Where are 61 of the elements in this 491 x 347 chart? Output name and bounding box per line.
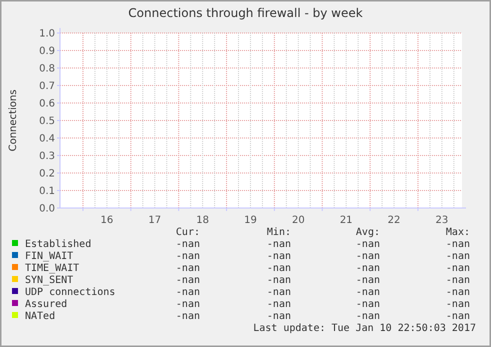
text: -nan (176, 251, 200, 262)
text: -nan (176, 311, 200, 322)
y-tick-label: 0.4 (39, 134, 55, 144)
x-tick-label: 21 (340, 215, 353, 226)
text: -nan (446, 275, 470, 286)
text: -nan (266, 287, 291, 298)
y-tick-label: 0.3 (39, 151, 55, 162)
y-tick-label: 1.0 (39, 28, 55, 40)
y-tick-label: 0.7 (39, 81, 55, 92)
x-tick-label: 19 (244, 215, 257, 226)
text: -nan (446, 299, 470, 310)
text: -nan (266, 239, 291, 250)
y-tick-label: 0.2 (39, 168, 55, 180)
x-tick-label: 18 (196, 215, 209, 226)
legend-label: NATed (25, 311, 56, 322)
text: -nan (266, 251, 291, 262)
x-tick-label: 20 (292, 215, 305, 226)
text: -nan (266, 299, 291, 310)
text: -nan (356, 287, 380, 298)
legend-label: Assured (25, 299, 68, 310)
text: -nan (176, 239, 200, 250)
y-tick-label: 0.9 (39, 46, 55, 57)
legend-label: TIME_WAIT (25, 263, 80, 274)
text: -nan (356, 299, 380, 310)
y-tick-label: 0.0 (39, 204, 55, 214)
text: -nan (356, 275, 380, 286)
y-axis-title: Connections (8, 90, 19, 152)
legend-label: FIN_WAIT (25, 251, 74, 262)
y-tick-label: 0.5 (39, 116, 55, 127)
text: -nan (176, 299, 200, 310)
text: -nan (266, 275, 291, 286)
text: -nan (446, 287, 470, 298)
text: -nan (266, 263, 291, 274)
x-tick-label: 23 (436, 215, 448, 226)
text: -nan (356, 263, 380, 274)
legend-label: Established (25, 239, 92, 250)
chart-title: Connections through firewall - by week (128, 6, 363, 20)
text: -nan (266, 311, 291, 322)
legend-label: SYN_SENT (25, 275, 74, 286)
text: Cur: (176, 227, 200, 238)
legend-label: UDP connections (25, 287, 116, 298)
text: Min: (266, 227, 291, 238)
x-tick-label: 17 (148, 215, 162, 226)
text: -nan (446, 251, 470, 262)
y-tick-label: 0.1 (39, 186, 55, 197)
text: Avg: (356, 227, 380, 238)
text: -nan (446, 239, 470, 250)
y-tick-label: 0.6 (39, 98, 55, 110)
text: Max: (446, 227, 470, 238)
text: Last update: Tue Jan 10 22:50:03 2017 (253, 323, 476, 334)
text: -nan (356, 239, 380, 250)
x-tick-label: 16 (100, 215, 114, 226)
text: -nan (356, 251, 380, 262)
text: -nan (446, 311, 470, 322)
text: -nan (356, 311, 380, 322)
text: -nan (176, 275, 200, 286)
text: -nan (446, 263, 470, 274)
text: -nan (176, 263, 200, 274)
y-tick-label: 0.8 (39, 64, 55, 74)
x-tick-label: 22 (388, 215, 400, 226)
text: -nan (176, 287, 200, 298)
